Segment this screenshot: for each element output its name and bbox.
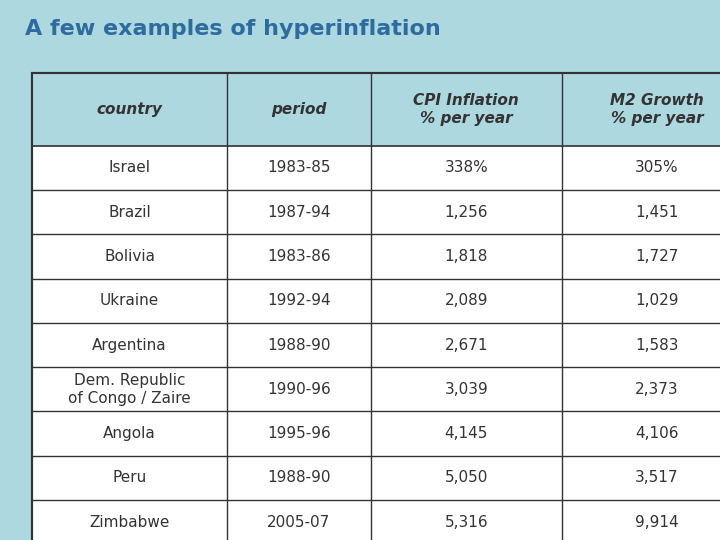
Text: 3,517: 3,517 (635, 470, 679, 485)
Text: Argentina: Argentina (92, 338, 167, 353)
Text: 1,256: 1,256 (444, 205, 488, 220)
Text: Brazil: Brazil (108, 205, 151, 220)
Text: 1988-90: 1988-90 (267, 470, 330, 485)
Text: 1,451: 1,451 (635, 205, 679, 220)
Text: Angola: Angola (103, 426, 156, 441)
FancyBboxPatch shape (32, 73, 720, 146)
Text: 2,671: 2,671 (444, 338, 488, 353)
Text: 1988-90: 1988-90 (267, 338, 330, 353)
Text: M2 Growth
% per year: M2 Growth % per year (610, 92, 704, 126)
Text: 1992-94: 1992-94 (267, 293, 330, 308)
Text: 4,145: 4,145 (444, 426, 488, 441)
Text: period: period (271, 102, 326, 117)
Text: 3,039: 3,039 (444, 382, 488, 397)
Text: 1983-85: 1983-85 (267, 160, 330, 176)
Text: 9,914: 9,914 (635, 515, 679, 530)
Text: 2005-07: 2005-07 (267, 515, 330, 530)
Text: 1,583: 1,583 (635, 338, 679, 353)
Text: 338%: 338% (444, 160, 488, 176)
Text: country: country (96, 102, 163, 117)
Text: Ukraine: Ukraine (100, 293, 159, 308)
Text: 1987-94: 1987-94 (267, 205, 330, 220)
Text: 1983-86: 1983-86 (267, 249, 330, 264)
Text: 4,106: 4,106 (635, 426, 679, 441)
Text: Israel: Israel (109, 160, 150, 176)
Text: A few examples of hyperinflation: A few examples of hyperinflation (25, 19, 441, 39)
Text: 5,050: 5,050 (444, 470, 488, 485)
Text: 2,089: 2,089 (444, 293, 488, 308)
Text: CPI Inflation
% per year: CPI Inflation % per year (413, 92, 519, 126)
Text: 1,029: 1,029 (635, 293, 679, 308)
Text: 1990-96: 1990-96 (267, 382, 330, 397)
Text: 305%: 305% (635, 160, 679, 176)
Text: 2,373: 2,373 (635, 382, 679, 397)
Text: 1,818: 1,818 (444, 249, 488, 264)
Text: 1,727: 1,727 (635, 249, 679, 264)
Text: Zimbabwe: Zimbabwe (89, 515, 170, 530)
Text: 5,316: 5,316 (444, 515, 488, 530)
Text: Peru: Peru (112, 470, 147, 485)
Text: Dem. Republic
of Congo / Zaire: Dem. Republic of Congo / Zaire (68, 373, 191, 406)
Text: Bolivia: Bolivia (104, 249, 155, 264)
FancyBboxPatch shape (32, 73, 720, 540)
Text: 1995-96: 1995-96 (267, 426, 330, 441)
